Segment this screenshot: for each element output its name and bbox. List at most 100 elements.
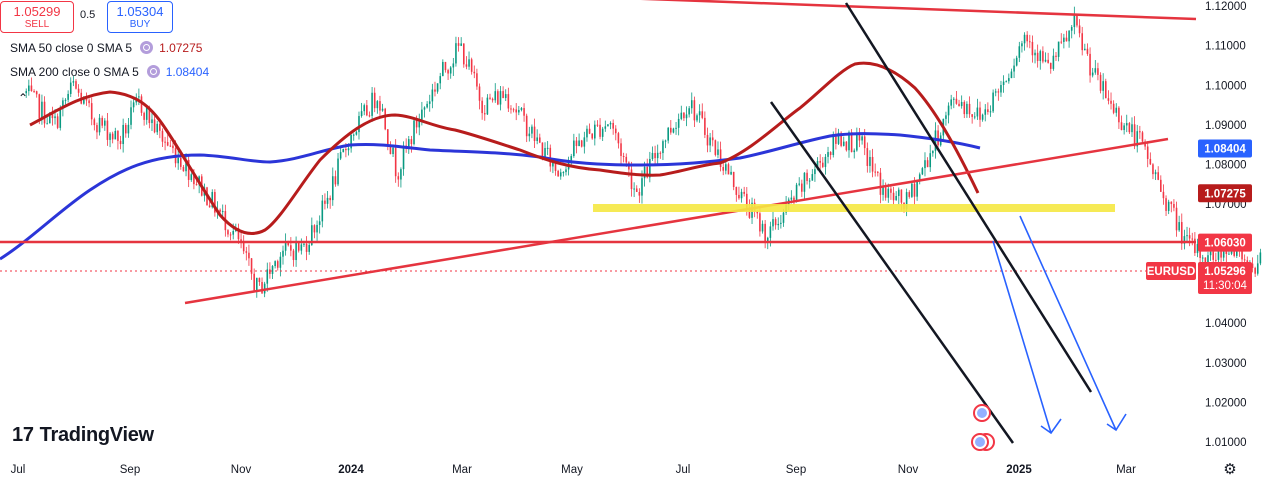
candle-body bbox=[824, 156, 827, 167]
candle-body bbox=[559, 172, 562, 177]
buy-price: 1.05304 bbox=[116, 4, 164, 19]
candle-body bbox=[460, 43, 462, 46]
candle-body bbox=[874, 171, 876, 173]
candle-body bbox=[774, 219, 777, 226]
buy-button[interactable]: 1.05304 BUY bbox=[107, 1, 173, 33]
candle-body bbox=[481, 100, 483, 114]
time-axis[interactable]: Jul Sep Nov 2024 Mar May Jul Sep Nov 2025 Mar bbox=[11, 464, 1136, 476]
candle-body bbox=[219, 209, 221, 212]
candle-body bbox=[67, 93, 69, 100]
candle-body bbox=[1028, 41, 1031, 43]
candle-body bbox=[426, 103, 428, 108]
candle-body bbox=[177, 157, 179, 164]
candle-body bbox=[557, 170, 559, 177]
candle-body bbox=[732, 171, 735, 187]
buy-label: BUY bbox=[129, 19, 151, 30]
candle-body bbox=[1149, 158, 1152, 165]
candle-body bbox=[1125, 123, 1128, 126]
candle-body bbox=[69, 82, 72, 94]
economic-event-markers[interactable] bbox=[971, 404, 995, 451]
candle-body bbox=[1254, 267, 1256, 274]
candle-body bbox=[756, 211, 759, 214]
candle-body bbox=[924, 160, 926, 169]
candle-body bbox=[803, 172, 806, 192]
candle-body bbox=[363, 105, 366, 112]
candle-body bbox=[911, 183, 913, 197]
candle-body bbox=[394, 147, 397, 177]
candle-body bbox=[1018, 46, 1021, 58]
candle-body bbox=[1104, 81, 1107, 99]
candle-body bbox=[418, 119, 421, 128]
chevron-up-icon[interactable]: ⌃ bbox=[17, 91, 29, 105]
candle-body bbox=[719, 149, 722, 168]
candle-body bbox=[562, 172, 565, 174]
candle-body bbox=[245, 251, 248, 253]
candle-body bbox=[945, 115, 947, 119]
candle-body bbox=[837, 132, 840, 144]
candle-body bbox=[745, 193, 748, 208]
candle-body bbox=[958, 103, 960, 107]
candle-body bbox=[717, 149, 719, 155]
candle-body bbox=[549, 147, 552, 167]
candle-body bbox=[790, 197, 793, 200]
candle-body bbox=[565, 169, 567, 173]
candle-body bbox=[546, 147, 549, 149]
candle-body bbox=[413, 120, 415, 145]
x-tick-label: Mar bbox=[1116, 464, 1136, 476]
axis-price-tag-label: 1.08404 bbox=[1204, 144, 1246, 156]
candle-body bbox=[643, 166, 646, 179]
candle-body bbox=[1031, 41, 1034, 56]
legend-sma200[interactable]: SMA 200 close 0 SMA 5 1.08404 bbox=[10, 65, 209, 79]
candle-body bbox=[1036, 52, 1039, 61]
refresh-icon[interactable] bbox=[146, 65, 160, 78]
candle-body bbox=[764, 223, 766, 243]
refresh-icon[interactable] bbox=[140, 41, 154, 54]
candle-body bbox=[1178, 222, 1180, 231]
candle-body bbox=[1049, 62, 1052, 69]
candle-body bbox=[979, 107, 981, 120]
candle-body bbox=[879, 172, 882, 195]
candle-body bbox=[887, 188, 890, 198]
candle-body bbox=[806, 172, 808, 181]
candle-body bbox=[659, 152, 662, 154]
candle-body bbox=[677, 118, 680, 128]
candle-body bbox=[617, 133, 620, 144]
candle-body bbox=[56, 116, 59, 128]
candle-body bbox=[795, 184, 798, 201]
candle-body bbox=[850, 132, 853, 153]
candle-body bbox=[111, 133, 114, 140]
candle-body bbox=[442, 61, 444, 77]
candle-body bbox=[88, 100, 90, 104]
gear-icon[interactable]: ⚙ bbox=[1223, 461, 1237, 478]
candle-body bbox=[782, 212, 785, 223]
candle-body bbox=[1180, 222, 1183, 244]
candle-body bbox=[140, 96, 143, 113]
candle-body bbox=[1073, 15, 1076, 28]
candle-body bbox=[693, 100, 696, 121]
legend-sma50[interactable]: SMA 50 close 0 SMA 5 1.07275 bbox=[10, 41, 202, 55]
spread-value: 0.5 bbox=[80, 9, 96, 21]
candle-body bbox=[929, 153, 932, 168]
candle-body bbox=[276, 261, 279, 268]
candle-body bbox=[1055, 55, 1057, 57]
candle-body bbox=[921, 168, 924, 175]
candle-body bbox=[607, 124, 609, 127]
candle-body bbox=[93, 119, 96, 126]
candle-body bbox=[856, 132, 858, 151]
candle-body bbox=[1000, 85, 1002, 93]
candle-body bbox=[819, 160, 821, 163]
candle-body bbox=[916, 180, 918, 197]
candle-body bbox=[214, 192, 216, 213]
sell-button[interactable]: 1.05299 SELL bbox=[0, 1, 74, 33]
candle-body bbox=[373, 92, 376, 109]
symbol-price-tag: EURUSD 1.05296 11:30:04 bbox=[1146, 262, 1252, 294]
candle-body bbox=[761, 223, 764, 232]
candle-body bbox=[339, 152, 342, 159]
candle-body bbox=[664, 140, 667, 142]
candle-body bbox=[1002, 81, 1005, 86]
candle-body bbox=[287, 241, 290, 246]
candle-body bbox=[573, 140, 575, 157]
candle-body bbox=[431, 89, 434, 102]
candle-body bbox=[48, 113, 51, 124]
